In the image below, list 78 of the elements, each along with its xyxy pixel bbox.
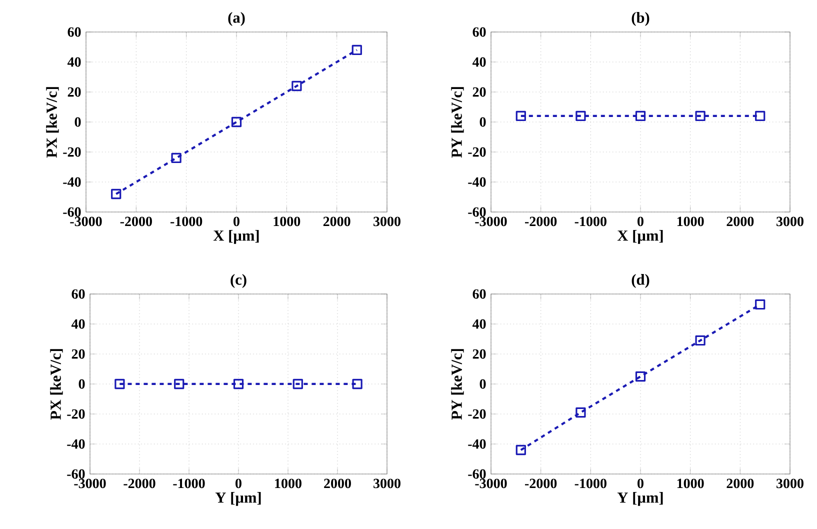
y-tick-label: 20	[472, 349, 486, 359]
x-tick-label: 2000	[726, 216, 754, 226]
x-axis-title: X [µm]	[617, 230, 663, 244]
y-tick-label: 20	[472, 87, 486, 97]
x-axis-title: X [µm]	[213, 230, 259, 244]
chart-title: (b)	[632, 12, 650, 26]
y-tick-label: -60	[67, 469, 85, 479]
y-tick-label: 20	[68, 87, 81, 97]
x-tick-label: 3000	[776, 478, 804, 488]
x-tick-label: 1000	[275, 478, 302, 488]
y-tick-label: -40	[468, 439, 486, 449]
y-tick-label: -40	[63, 177, 81, 187]
x-tick-label: -2000	[120, 216, 152, 226]
y-axis-title: PY [keV/c]	[451, 87, 464, 158]
point	[111, 188, 122, 200]
x-tick-label: 2000	[324, 478, 351, 488]
chart-title: (a)	[228, 12, 245, 26]
point	[576, 407, 586, 418]
y-axis-title: PX [keV/c]	[46, 87, 59, 158]
y-tick-label: -60	[468, 207, 486, 217]
y-tick-label: -40	[468, 177, 486, 187]
y-axis-title: PX [keV/c]	[50, 349, 63, 420]
x-tick-label: 2000	[726, 478, 754, 488]
y-tick-label: -60	[63, 207, 81, 217]
point	[516, 444, 526, 456]
y-tick-label: 0	[78, 379, 85, 389]
y-tick-label: 0	[480, 379, 486, 389]
x-tick-label: -3000	[74, 478, 106, 488]
x-tick-label: 0	[638, 478, 644, 488]
x-tick-label: 3000	[374, 216, 400, 226]
y-tick-label: -40	[67, 439, 85, 449]
x-tick-label: -1000	[170, 216, 202, 226]
y-tick-label: 20	[72, 349, 85, 359]
y-tick-label: 60	[472, 27, 486, 37]
point	[292, 80, 302, 92]
y-tick-label: -20	[468, 147, 486, 157]
y-tick-label: -20	[67, 409, 85, 419]
y-tick-label: -20	[468, 409, 486, 419]
x-axis-title: Y [µm]	[617, 492, 663, 506]
y-axis-title: PY [keV/c]	[451, 349, 464, 420]
x-tick-label: -3000	[475, 478, 507, 488]
x-tick-label: -1000	[173, 478, 205, 488]
x-tick-label: 0	[234, 216, 240, 226]
y-tick-label: 60	[68, 27, 81, 37]
x-tick-label: -2000	[525, 478, 557, 488]
y-tick-label: -20	[63, 147, 81, 157]
point	[171, 152, 182, 164]
y-tick-label: 0	[74, 117, 81, 127]
point	[231, 116, 242, 128]
x-tick-label: 0	[236, 478, 242, 488]
y-tick-label: 60	[72, 289, 85, 299]
x-tick-label: 2000	[323, 216, 350, 226]
chart-title: (c)	[230, 274, 246, 288]
point	[695, 335, 706, 346]
point	[352, 44, 362, 56]
x-tick-label: 3000	[374, 478, 400, 488]
y-tick-label: 40	[472, 57, 486, 67]
x-tick-label: 1000	[274, 216, 300, 226]
point	[755, 299, 766, 310]
point	[635, 371, 646, 382]
x-axis-title: Y [µm]	[215, 492, 261, 506]
y-tick-label: 40	[67, 57, 81, 67]
x-tick-label: -2000	[124, 478, 156, 488]
x-tick-label: -1000	[574, 216, 606, 226]
x-tick-label: 3000	[776, 216, 804, 226]
y-tick-label: 40	[472, 319, 486, 329]
x-tick-label: -1000	[574, 478, 606, 488]
x-tick-label: 1000	[677, 216, 704, 226]
x-tick-label: 1000	[677, 478, 704, 488]
y-tick-label: 60	[472, 289, 486, 299]
x-tick-label: -2000	[525, 216, 557, 226]
x-tick-label: -3000	[70, 216, 102, 226]
y-tick-label: -60	[468, 469, 486, 479]
x-tick-label: 0	[638, 216, 644, 226]
x-tick-label: -3000	[475, 216, 507, 226]
y-tick-label: 0	[480, 117, 486, 127]
y-tick-label: 40	[71, 319, 85, 329]
chart-title: (d)	[632, 274, 650, 288]
